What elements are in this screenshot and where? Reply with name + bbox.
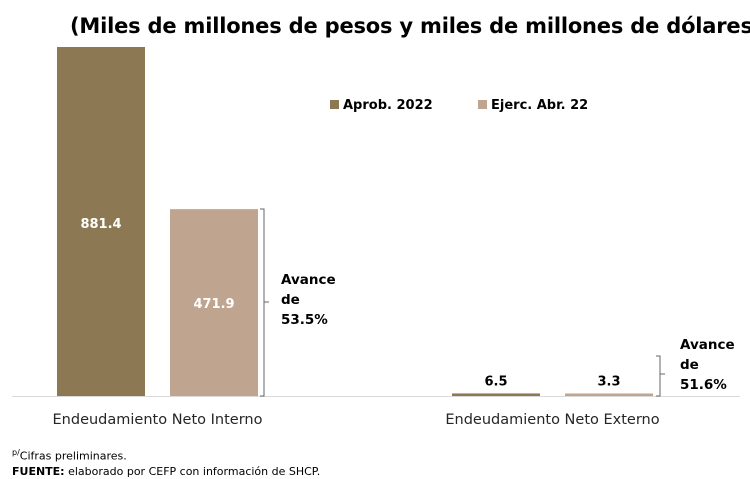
bar-aprob-2022-endeudamiento-neto-externo [452, 393, 540, 396]
bar-ejerc-abr-22-endeudamiento-neto-externo [565, 393, 653, 396]
data-label-ejerc-abr-22-endeudamiento-neto-interno: 471.9 [193, 297, 234, 312]
data-label-aprob-2022-endeudamiento-neto-interno: 881.4 [80, 217, 121, 232]
chart-notes: p/Cifras preliminares. FUENTE: elaborado… [12, 445, 320, 479]
annotation-externo-line-1: Avance [680, 337, 735, 353]
legend-label-aprob-2022: Aprob. 2022 [343, 98, 433, 113]
data-label-aprob-2022-endeudamiento-neto-externo: 6.5 [484, 374, 507, 389]
annotation-interno-line-3: 53.5% [281, 312, 328, 328]
x-tick-label-endeudamiento-neto-interno: Endeudamiento Neto Interno [53, 412, 263, 428]
annotation-interno-line-1: Avance [281, 272, 336, 288]
x-tick-label-endeudamiento-neto-externo: Endeudamiento Neto Externo [445, 412, 659, 428]
footnote-preliminary: p/Cifras preliminares. [12, 448, 127, 463]
bar-ejerc-abr-22-endeudamiento-neto-interno [170, 209, 258, 396]
bracket-externo [656, 355, 661, 397]
chart-title: (Miles de millones de pesos y miles de m… [70, 14, 750, 38]
annotation-externo-line-2: de [680, 357, 699, 373]
footnote-source: FUENTE: elaborado por CEFP con informaci… [12, 464, 321, 478]
bracket-interno [260, 208, 265, 397]
legend-swatch-aprob-2022 [330, 100, 339, 109]
legend-label-ejerc-abr-22: Ejerc. Abr. 22 [491, 98, 588, 113]
annotation-externo-line-3: 51.6% [680, 377, 727, 393]
data-label-ejerc-abr-22-endeudamiento-neto-externo: 3.3 [597, 375, 620, 390]
chart: 881.4 471.9 Endeudamiento Neto Interno 6.5 3… [12, 47, 740, 428]
bar-aprob-2022-endeudamiento-neto-interno [57, 47, 145, 396]
annotation-interno-line-2: de [281, 292, 300, 308]
legend-swatch-ejerc-abr-22 [478, 100, 487, 109]
